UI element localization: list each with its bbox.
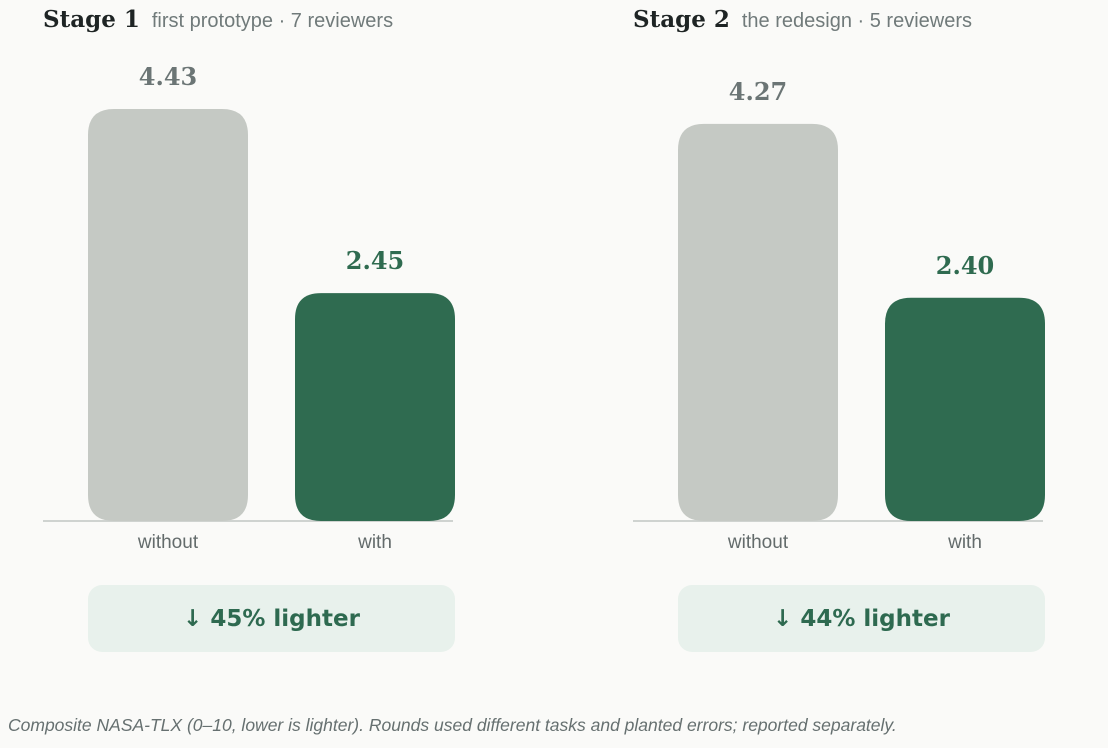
panel-header: Stage 2 the redesign · 5 reviewers <box>633 6 972 33</box>
panel-subtitle: first prototype · 7 reviewers <box>151 10 394 32</box>
value-label-without: 4.43 <box>139 62 197 91</box>
bar-without <box>678 123 838 521</box>
category-label-without: without <box>727 532 789 553</box>
stage-2-bar-chart: 4.27 without 2.40 with <box>633 77 1045 553</box>
bar-with <box>885 297 1045 521</box>
reduction-text: 45% lighter <box>210 605 360 632</box>
down-arrow-icon: ↓ <box>773 605 793 632</box>
footnote: Composite NASA-TLX (0–10, lower is light… <box>8 715 897 735</box>
bar-with <box>295 293 455 521</box>
value-label-with: 2.45 <box>346 246 404 275</box>
category-label-without: without <box>137 532 199 553</box>
reduction-text: 44% lighter <box>800 605 950 632</box>
category-label-with: with <box>357 532 392 553</box>
value-label-with: 2.40 <box>936 251 994 280</box>
reduction-badge: ↓ 45% lighter <box>88 585 455 652</box>
value-label-without: 4.27 <box>729 77 787 106</box>
stage-1-bar-chart: 4.43 without 2.45 with <box>43 62 455 553</box>
down-arrow-icon: ↓ <box>183 605 203 632</box>
panel-title: Stage 1 <box>43 6 140 33</box>
reduction-badge: ↓ 44% lighter <box>678 585 1045 652</box>
panel-header: Stage 1 first prototype · 7 reviewers <box>43 6 393 33</box>
category-label-with: with <box>947 532 982 553</box>
bar-without <box>88 109 248 521</box>
stage-1-panel: Stage 1 first prototype · 7 reviewers 4.4… <box>43 0 463 665</box>
panel-title: Stage 2 <box>633 6 730 33</box>
stage-2-panel: Stage 2 the redesign · 5 reviewers 4.27 wi… <box>633 0 1053 665</box>
panel-subtitle: the redesign · 5 reviewers <box>741 10 972 32</box>
